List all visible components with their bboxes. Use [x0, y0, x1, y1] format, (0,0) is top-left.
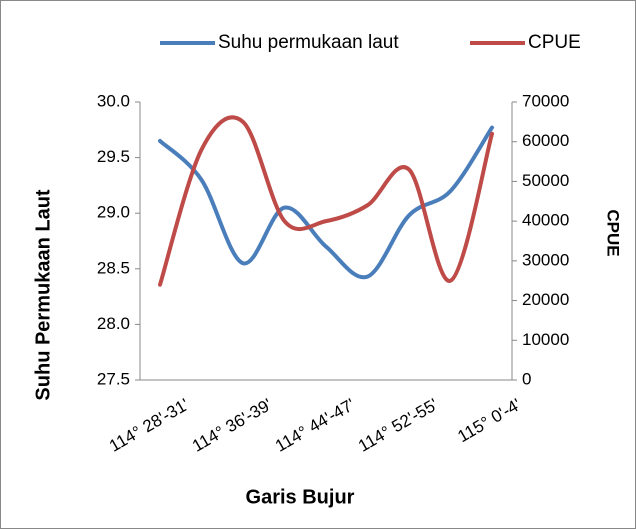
x-axis-title: Garis Bujur	[246, 486, 355, 508]
legend-label: CPUE	[528, 32, 581, 53]
y-tick-label: 29.5	[97, 147, 130, 166]
y2-tick-label: 40000	[522, 211, 569, 230]
legend-label: Suhu permukaan laut	[218, 32, 399, 53]
y2-axis-title: CPUE	[604, 209, 623, 256]
y-tick-label: 29.0	[97, 203, 130, 222]
y2-tick-label: 50000	[522, 171, 569, 190]
y2-tick-label: 20000	[522, 290, 569, 309]
series-line	[158, 115, 494, 287]
y-tick-label: 28.5	[97, 258, 130, 277]
y-axis-title: Suhu Permukaan Laut	[32, 189, 54, 400]
y-tick-label: 30.0	[97, 91, 130, 110]
y2-tick-label: 0	[522, 369, 531, 388]
y-tick-label: 28.0	[97, 314, 130, 333]
y2-tick-label: 70000	[522, 91, 569, 110]
y2-tick-label: 60000	[522, 131, 569, 150]
y2-tick-label: 30000	[522, 250, 569, 269]
y2-tick-label: 10000	[522, 330, 569, 349]
y-tick-label: 27.5	[97, 369, 130, 388]
series-line	[158, 125, 494, 280]
